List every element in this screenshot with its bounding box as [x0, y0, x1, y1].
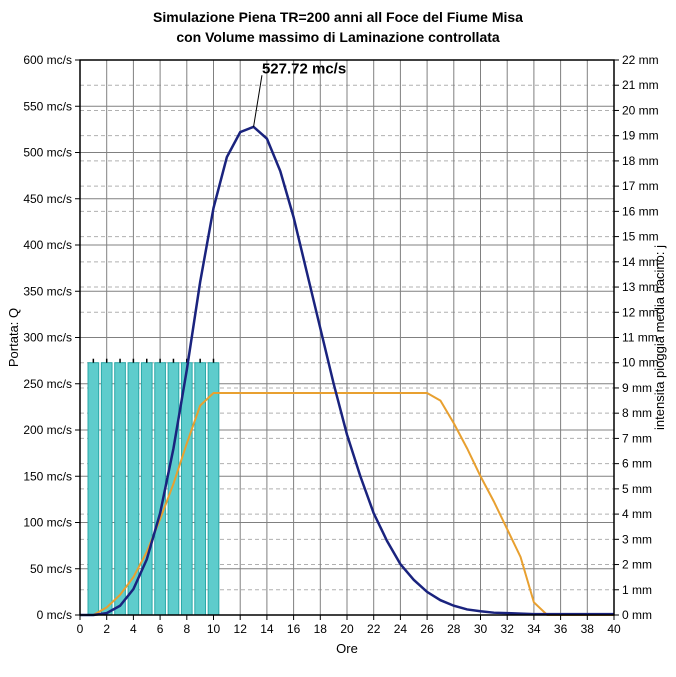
y-left-tick: 200 mc/s [23, 423, 72, 437]
y-left-tick: 250 mc/s [23, 377, 72, 391]
y-left-label: Portata: Q [6, 308, 21, 367]
y-left-tick: 350 mc/s [23, 284, 72, 298]
x-tick: 4 [130, 622, 137, 636]
y-left-tick: 100 mc/s [23, 516, 72, 530]
chart-title-2: con Volume massimo di Laminazione contro… [176, 29, 500, 45]
x-tick: 36 [554, 622, 568, 636]
peak-annotation: 527.72 mc/s [262, 60, 346, 77]
y-left-tick: 450 mc/s [23, 192, 72, 206]
y-right-tick: 0 mm [622, 608, 652, 622]
y-right-tick: 21 mm [622, 78, 659, 92]
y-right-tick: 9 mm [622, 381, 652, 395]
rain-bar [181, 363, 192, 615]
y-right-tick: 7 mm [622, 431, 652, 445]
y-left-tick: 400 mc/s [23, 238, 72, 252]
rain-bar [101, 363, 112, 615]
rain-bar [155, 363, 166, 615]
y-left-tick: 600 mc/s [23, 53, 72, 67]
x-tick: 34 [527, 622, 541, 636]
rain-bar [88, 363, 99, 615]
x-tick: 24 [394, 622, 408, 636]
rain-bar [195, 363, 206, 615]
y-right-tick: 8 mm [622, 406, 652, 420]
y-left-tick: 0 mc/s [37, 608, 72, 622]
x-tick: 38 [581, 622, 595, 636]
y-right-tick: 20 mm [622, 103, 659, 117]
x-tick: 22 [367, 622, 381, 636]
y-right-tick: 6 mm [622, 457, 652, 471]
y-left-tick: 50 mc/s [30, 562, 72, 576]
x-tick: 30 [474, 622, 488, 636]
x-tick: 8 [183, 622, 190, 636]
y-right-label: intensita pioggia media bacino: j [652, 245, 667, 430]
x-tick: 18 [314, 622, 328, 636]
x-tick: 14 [260, 622, 274, 636]
y-left-tick: 300 mc/s [23, 331, 72, 345]
x-tick: 0 [77, 622, 84, 636]
y-right-tick: 4 mm [622, 507, 652, 521]
rain-bar [208, 363, 219, 615]
x-tick: 10 [207, 622, 221, 636]
y-right-tick: 17 mm [622, 179, 659, 193]
y-left-tick: 150 mc/s [23, 469, 72, 483]
x-tick: 16 [287, 622, 301, 636]
flood-simulation-chart: Simulazione Piena TR=200 anni all Foce d… [0, 0, 676, 677]
x-tick: 28 [447, 622, 461, 636]
y-left-tick: 500 mc/s [23, 146, 72, 160]
y-right-tick: 18 mm [622, 154, 659, 168]
x-tick: 12 [234, 622, 248, 636]
y-right-tick: 3 mm [622, 532, 652, 546]
rain-bar [141, 363, 152, 615]
rain-bar [115, 363, 126, 615]
x-tick: 40 [607, 622, 621, 636]
rain-bar [168, 363, 179, 615]
x-tick: 6 [157, 622, 164, 636]
y-right-tick: 22 mm [622, 53, 659, 67]
y-right-tick: 19 mm [622, 129, 659, 143]
chart-title-1: Simulazione Piena TR=200 anni all Foce d… [153, 9, 523, 25]
y-right-tick: 5 mm [622, 482, 652, 496]
y-right-tick: 16 mm [622, 204, 659, 218]
y-right-tick: 15 mm [622, 230, 659, 244]
y-right-tick: 2 mm [622, 558, 652, 572]
x-axis-label: Ore [336, 641, 358, 656]
x-tick: 32 [501, 622, 515, 636]
x-tick: 2 [103, 622, 110, 636]
x-tick: 20 [340, 622, 354, 636]
y-right-tick: 1 mm [622, 583, 652, 597]
y-left-tick: 550 mc/s [23, 99, 72, 113]
x-tick: 26 [420, 622, 434, 636]
